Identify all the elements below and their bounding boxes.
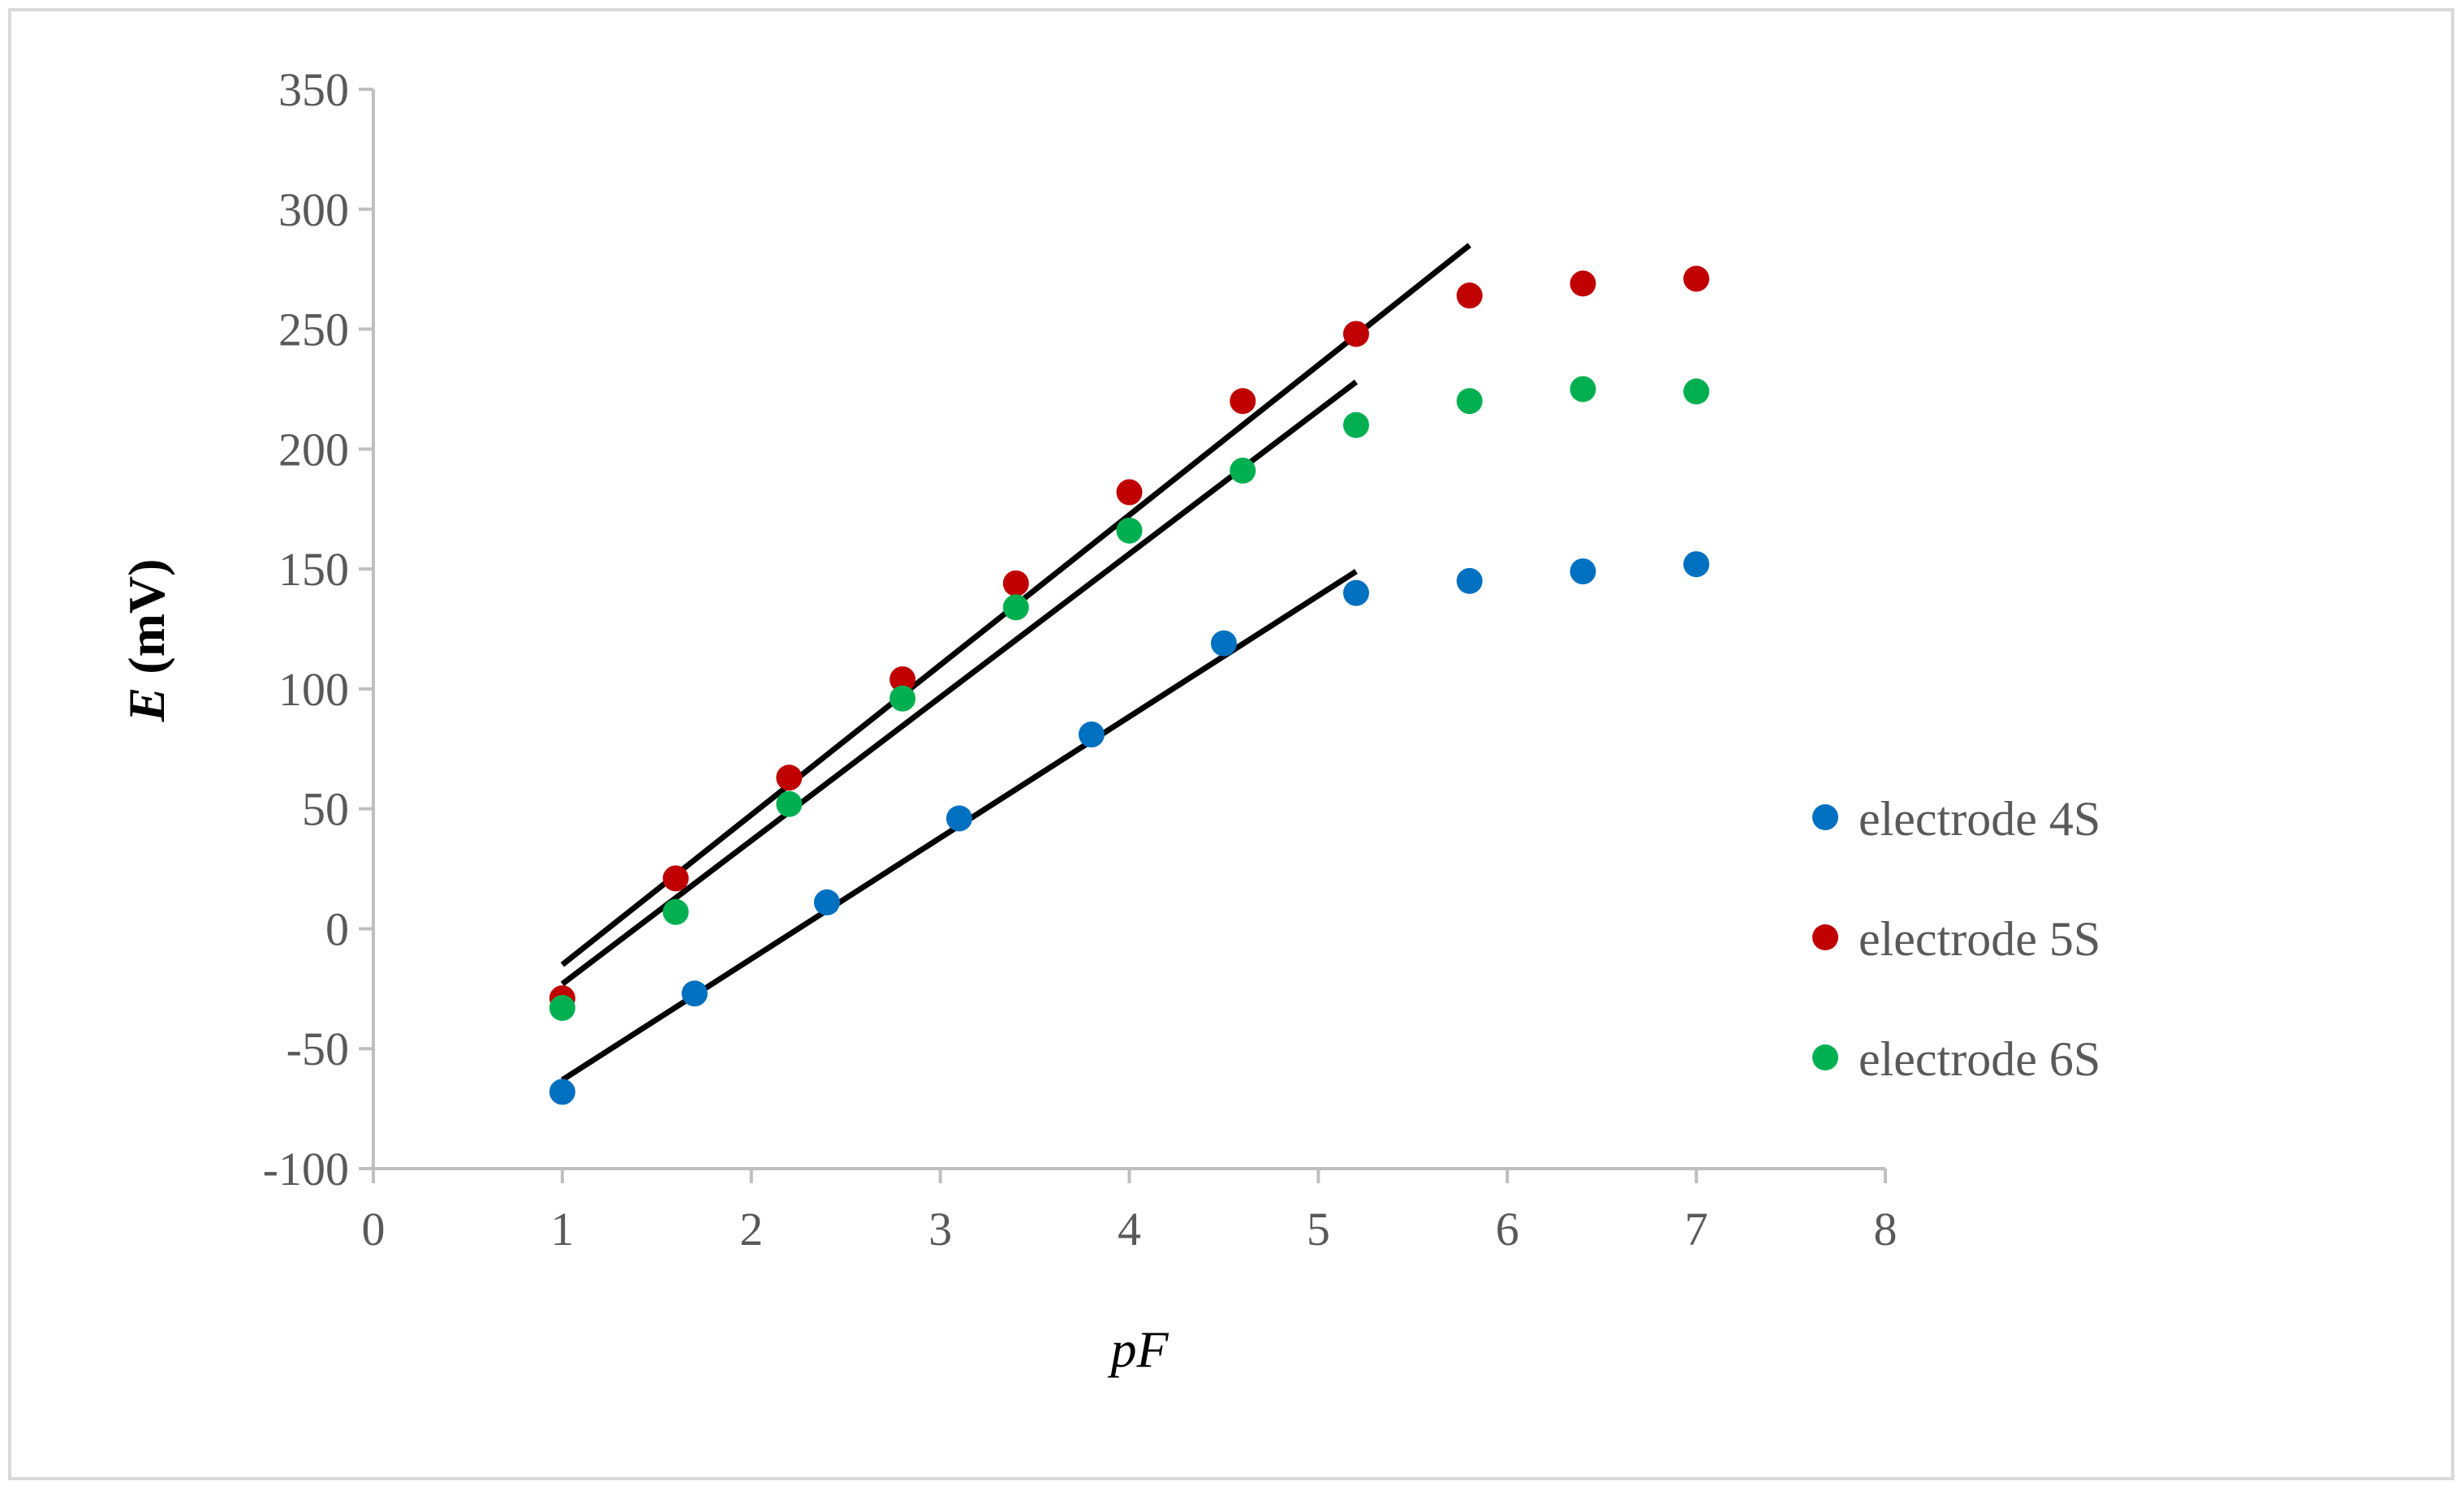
data-point (681, 980, 708, 1007)
x-tick-label: 3 (928, 1203, 952, 1255)
data-points (549, 265, 1710, 1105)
data-point (776, 790, 803, 817)
data-point (946, 805, 972, 832)
x-tick-label: 2 (739, 1203, 763, 1255)
data-point (776, 764, 803, 791)
data-point (549, 1079, 575, 1105)
y-tick-label: 300 (278, 183, 349, 236)
axis-titles: pF E (mV) (118, 559, 1169, 1378)
x-tick-label: 6 (1496, 1203, 1519, 1255)
data-point (1342, 411, 1369, 438)
axes: -100 -50 0 50 100 150 200 250 300 350 0 1 2 3 4 5 6 7 8 (263, 63, 1898, 1255)
y-tick-label: 0 (325, 902, 349, 955)
data-point (1570, 558, 1596, 585)
legend-label: electrode 5S (1859, 912, 2100, 966)
data-point (1230, 457, 1256, 484)
legend: electrode 4S electrode 5S electrode 6S (1812, 792, 2100, 1086)
data-point (1570, 270, 1596, 297)
x-tick-label: 1 (550, 1203, 574, 1255)
y-tick-label: -50 (286, 1023, 349, 1075)
fit-line (560, 379, 1359, 987)
data-point (1456, 282, 1483, 309)
legend-marker (1812, 804, 1838, 830)
data-point (549, 994, 575, 1021)
fit-lines (560, 243, 1471, 1083)
data-point (1002, 594, 1029, 621)
data-point (1342, 321, 1369, 347)
y-tick-label: 50 (302, 783, 349, 836)
data-point (890, 666, 916, 693)
x-tick-label: 0 (362, 1203, 386, 1255)
y-axis-title: E (mV) (118, 559, 175, 723)
data-point (1456, 388, 1483, 415)
chart-frame: -100 -50 0 50 100 150 200 250 300 350 0 1 2 3 4 5 6 7 8 el… (8, 8, 2454, 1480)
scatter-chart: -100 -50 0 50 100 150 200 250 300 350 0 1 2 3 4 5 6 7 8 el… (118, 63, 2100, 1378)
data-point (1570, 376, 1596, 403)
data-point (1683, 378, 1710, 405)
x-tick-label: 5 (1307, 1203, 1330, 1255)
x-tick-label: 4 (1118, 1203, 1141, 1255)
data-point (1683, 551, 1710, 578)
x-axis-title: pF (1107, 1320, 1169, 1378)
legend-label: electrode 6S (1859, 1032, 2100, 1086)
y-tick-label: -100 (263, 1143, 349, 1195)
y-tick-label: 350 (278, 63, 349, 116)
y-axis-title-symbol: E (118, 687, 175, 723)
data-point (1210, 630, 1237, 657)
data-point (1456, 567, 1483, 594)
x-tick-label: 8 (1874, 1203, 1898, 1255)
y-tick-label: 250 (278, 304, 349, 356)
legend-label: electrode 4S (1859, 792, 2100, 846)
data-point (1002, 570, 1029, 596)
y-tick-label: 100 (278, 663, 349, 716)
x-tick-label: 7 (1685, 1203, 1708, 1255)
legend-marker (1812, 1044, 1838, 1070)
data-point (1078, 721, 1105, 748)
data-point (890, 685, 916, 712)
data-point (1683, 265, 1710, 292)
data-point (1116, 517, 1143, 544)
data-point (813, 889, 840, 915)
y-tick-label: 150 (278, 543, 349, 596)
data-point (1342, 579, 1369, 606)
data-point (1116, 479, 1143, 506)
y-axis-title-unit: (mV) (118, 559, 175, 687)
y-tick-label: 200 (278, 423, 349, 476)
data-point (1230, 388, 1256, 415)
data-point (662, 865, 689, 892)
legend-marker (1812, 924, 1838, 950)
data-point (662, 898, 689, 925)
